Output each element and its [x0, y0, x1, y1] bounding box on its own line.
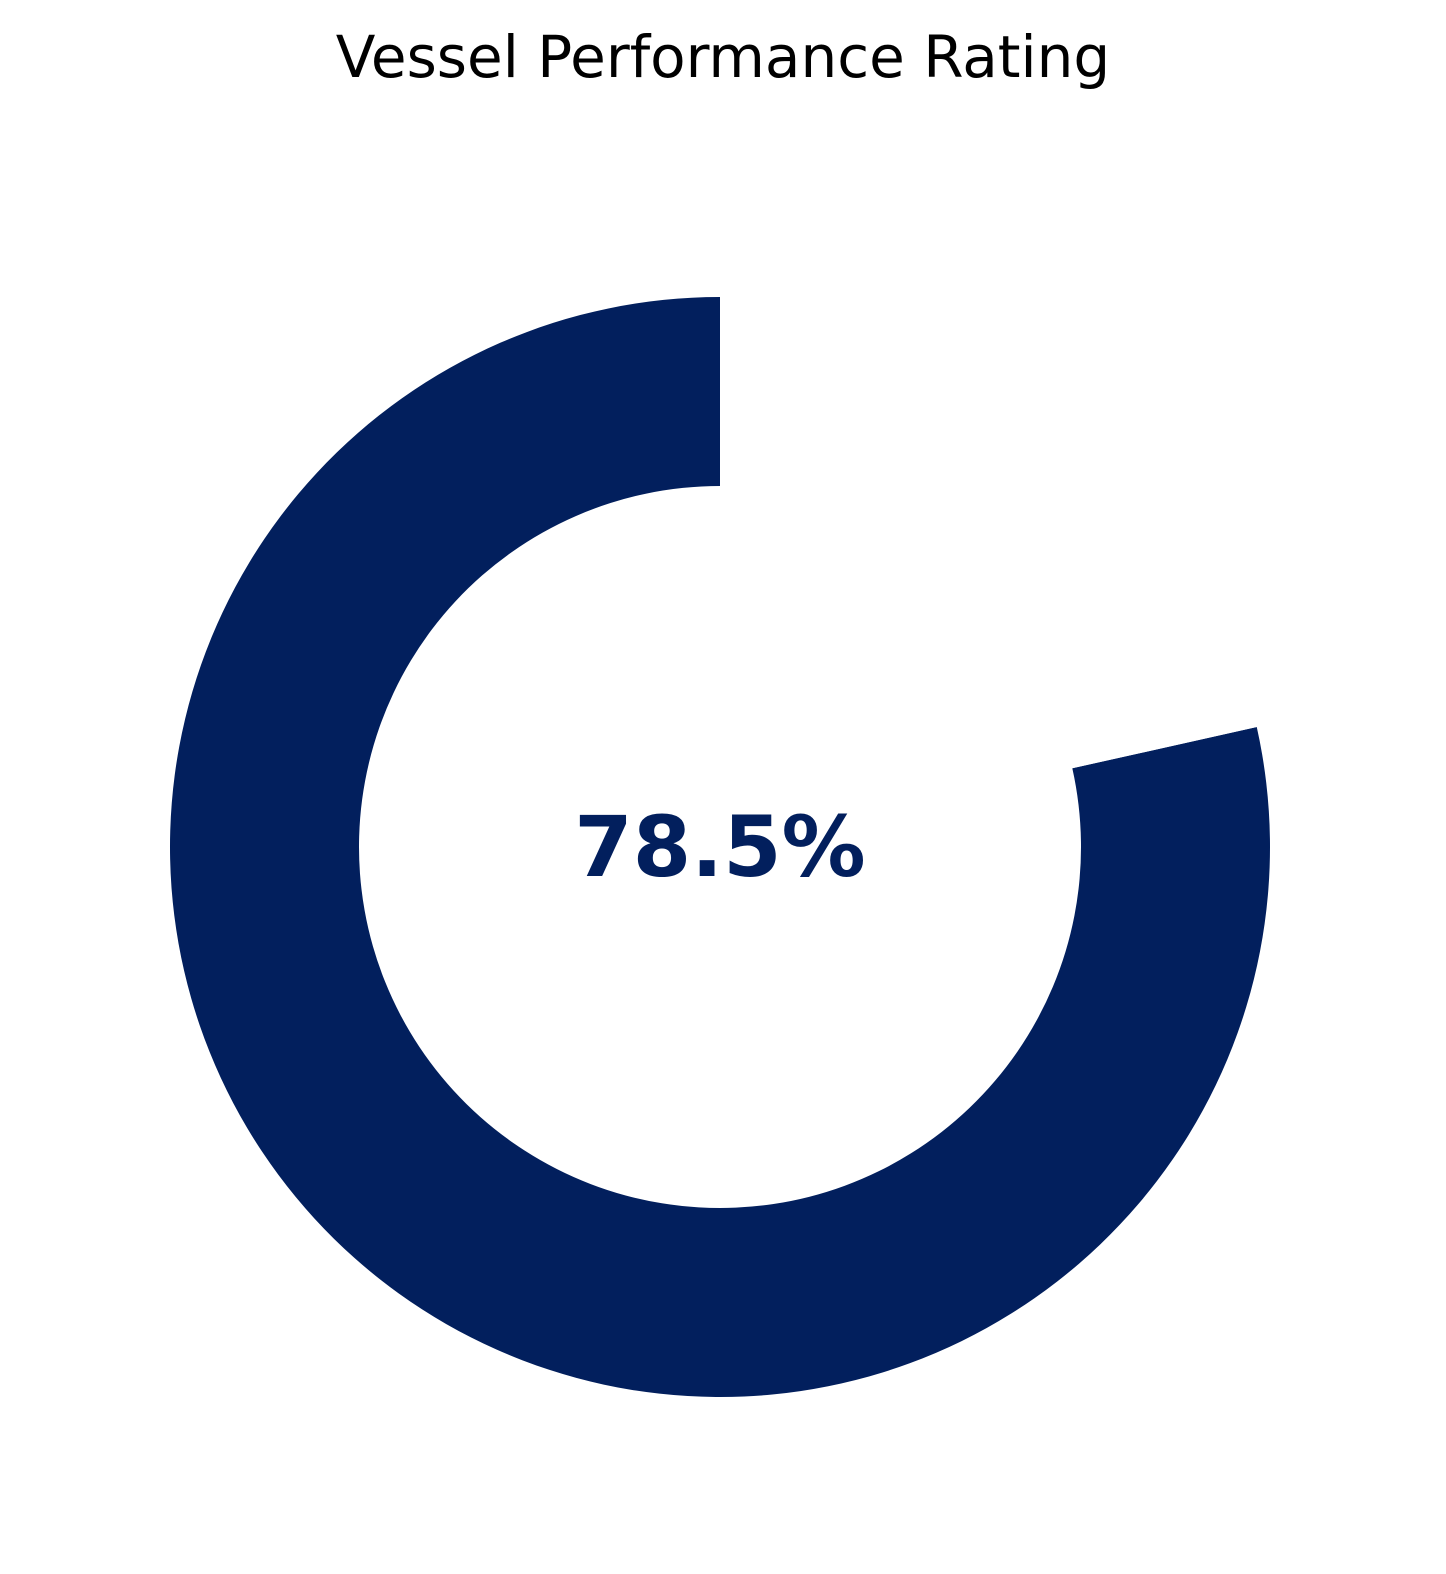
gauge-value-label: 78.5%	[574, 798, 865, 896]
gauge-filled-arc	[170, 297, 1271, 1398]
chart-title: Vessel Performance Rating	[335, 23, 1111, 91]
gauge-remaining-arc	[720, 297, 1257, 769]
